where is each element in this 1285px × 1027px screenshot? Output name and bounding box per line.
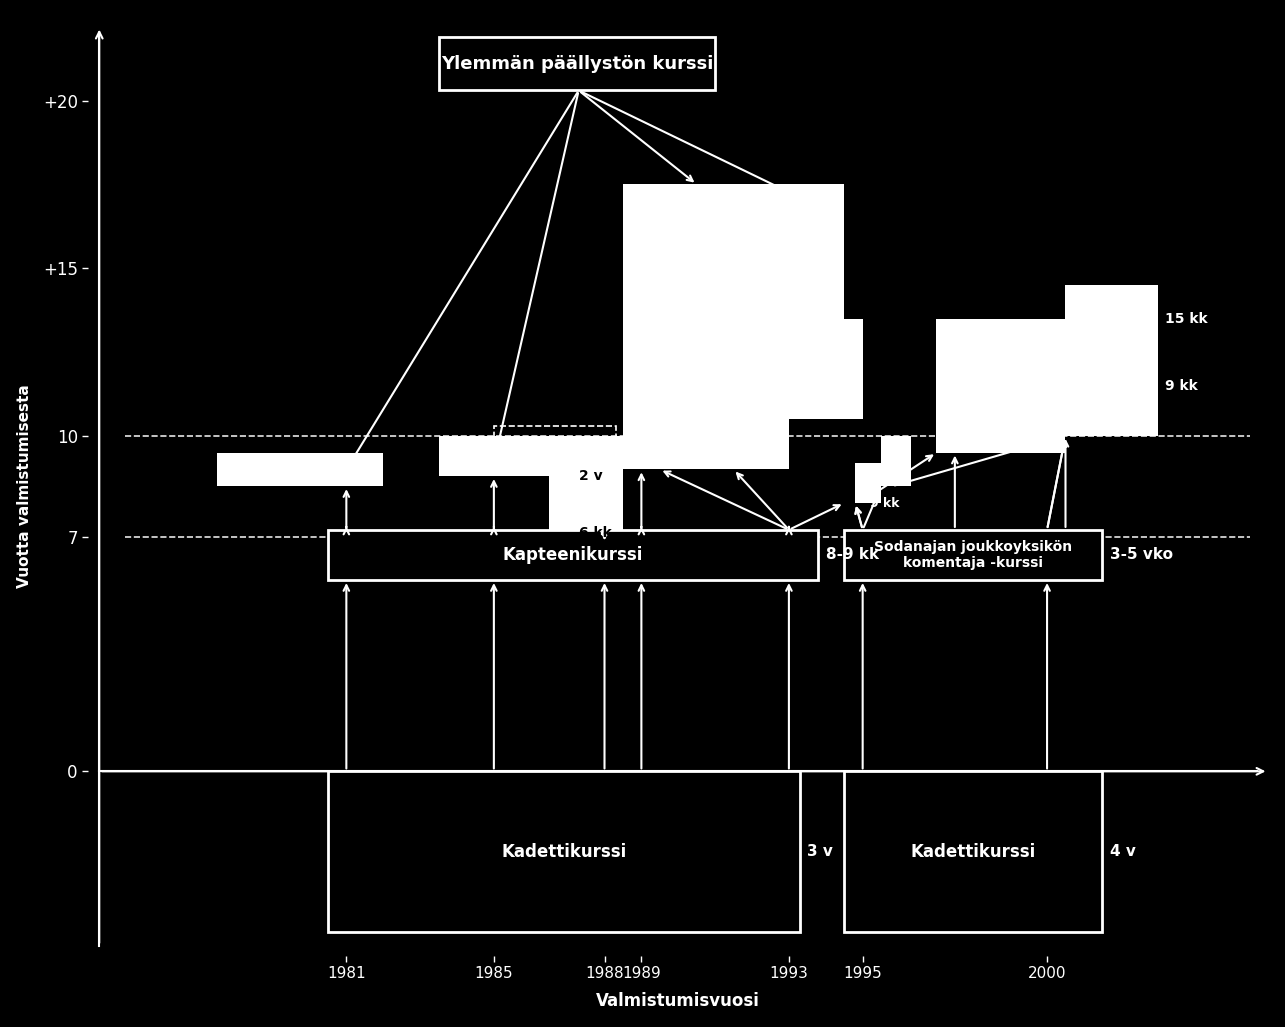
Bar — [623, 335, 789, 469]
Bar — [844, 771, 1103, 933]
Bar — [856, 463, 882, 503]
Y-axis label: Vuotta valmistumisesta: Vuotta valmistumisesta — [17, 384, 32, 588]
Bar — [1065, 284, 1158, 435]
Text: Kadettikurssi: Kadettikurssi — [911, 843, 1036, 861]
Text: Kapteenikurssi: Kapteenikurssi — [502, 546, 644, 564]
Bar — [217, 453, 383, 486]
Bar — [937, 318, 1065, 453]
Text: 3 v: 3 v — [807, 844, 833, 860]
Text: 8-9 kk: 8-9 kk — [826, 547, 879, 563]
Text: 15 kk: 15 kk — [1165, 311, 1208, 326]
Text: 2 v: 2 v — [578, 469, 603, 483]
Bar — [844, 530, 1103, 580]
Text: Sodanajan joukkoyksikön
komentaja -kurssi: Sodanajan joukkoyksikön komentaja -kurss… — [874, 540, 1073, 570]
Text: Ylemmän päällystön kurssi: Ylemmän päällystön kurssi — [441, 54, 713, 73]
Bar — [328, 530, 819, 580]
Text: 3-5 vko: 3-5 vko — [1110, 547, 1173, 563]
Bar — [623, 185, 844, 335]
X-axis label: Valmistumisvuosi: Valmistumisvuosi — [596, 992, 761, 1011]
Text: 9 kk: 9 kk — [1165, 379, 1198, 392]
Text: 6 kk: 6 kk — [578, 526, 612, 540]
Text: 4 v: 4 v — [1110, 844, 1136, 860]
Bar — [789, 318, 862, 419]
Bar — [549, 435, 623, 543]
Bar — [328, 771, 801, 933]
Bar — [882, 435, 911, 486]
Bar — [438, 435, 616, 477]
Text: Kadettikurssi: Kadettikurssi — [501, 843, 627, 861]
Bar — [493, 426, 616, 459]
Text: 9 kk: 9 kk — [870, 496, 899, 509]
Bar — [438, 37, 716, 90]
Text: 9 kk: 9 kk — [394, 462, 427, 477]
